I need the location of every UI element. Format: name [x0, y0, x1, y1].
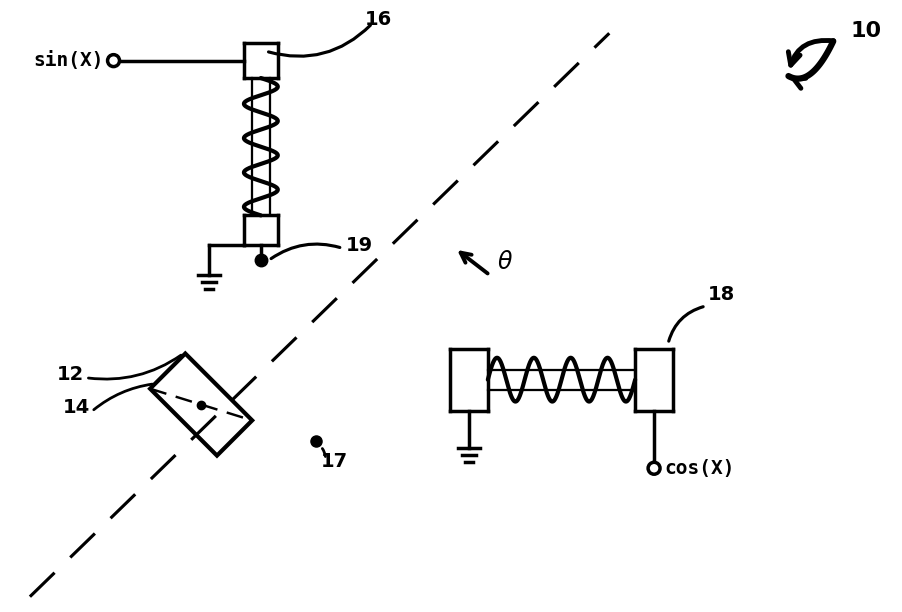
- Text: 16: 16: [364, 10, 391, 29]
- Text: 19: 19: [345, 236, 373, 255]
- Text: θ: θ: [498, 250, 512, 274]
- Text: cos(X): cos(X): [664, 459, 734, 478]
- Text: 12: 12: [57, 365, 84, 384]
- Text: 18: 18: [708, 285, 735, 304]
- Text: 17: 17: [320, 452, 347, 471]
- Text: 10: 10: [851, 21, 881, 41]
- Text: 14: 14: [62, 398, 89, 417]
- Text: sin(X): sin(X): [33, 51, 104, 70]
